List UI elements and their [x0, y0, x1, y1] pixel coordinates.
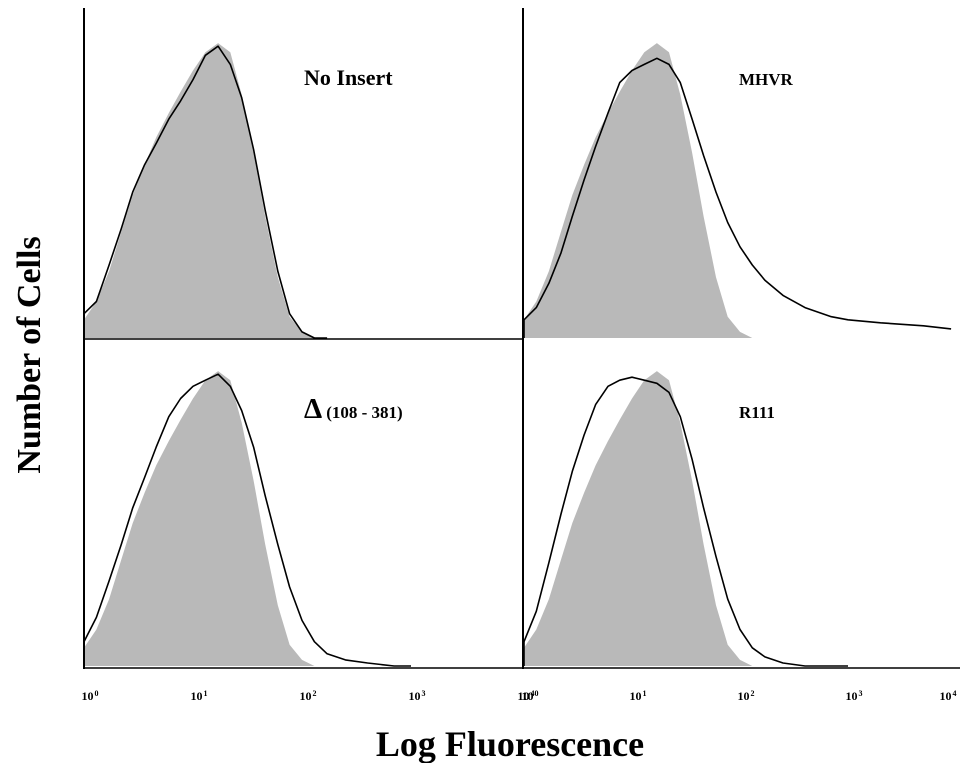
x-tick-exponent: 4 [953, 689, 957, 698]
x-tick-exponent: 3 [859, 689, 863, 698]
histogram-panel: Δ (108 - 381) [83, 371, 411, 667]
x-tick-exponent: 1 [204, 689, 208, 698]
x-tick-label: 101 [191, 689, 208, 703]
x-tick-exponent: 2 [751, 689, 755, 698]
delta-symbol: Δ [304, 393, 322, 425]
sample-histogram-line [523, 376, 848, 667]
x-tick-label: 103 [846, 689, 863, 703]
x-tick-label: 100 [82, 689, 99, 703]
x-tick-label: 101 [630, 689, 647, 703]
panel-label: Δ (108 - 381) [304, 393, 403, 425]
sample-histogram-line [83, 45, 328, 339]
histogram-panel: MHVR [523, 43, 952, 338]
x-tick-exponent: 2 [313, 689, 317, 698]
histogram-panel: R111 [523, 371, 848, 667]
x-tick-base: 10 [191, 689, 203, 703]
control-histogram-area [524, 371, 765, 666]
control-histogram-area [524, 43, 765, 338]
histogram-panel: No Insert [83, 43, 393, 339]
x-tick-exponent: 4 [531, 689, 535, 698]
panel-label: No Insert [304, 65, 393, 90]
x-tick-base: 10 [518, 689, 530, 703]
x-tick-exponent: 3 [422, 689, 426, 698]
panel-frame-lines [83, 8, 960, 669]
x-tick-base: 10 [738, 689, 750, 703]
control-histogram-area [84, 43, 328, 338]
x-tick-base: 10 [940, 689, 952, 703]
x-tick-base: 10 [846, 689, 858, 703]
x-tick-exponent: 0 [535, 689, 539, 698]
panels-group: No Insert MHVR Δ (108 - 381) R111 [83, 43, 952, 667]
x-tick-base: 10 [82, 689, 94, 703]
x-tick-label: 102 [738, 689, 755, 703]
y-axis-label: Number of Cells [11, 236, 48, 473]
x-axis-label: Log Fluorescence [376, 724, 644, 763]
x-tick-label: 104 [518, 689, 535, 703]
x-tick-base: 10 [630, 689, 642, 703]
x-tick-exponent: 0 [95, 689, 99, 698]
panel-label-text: (108 - 381) [326, 403, 402, 422]
sample-histogram-line [523, 57, 952, 338]
x-tick-base: 10 [409, 689, 421, 703]
x-tick-exponent: 1 [643, 689, 647, 698]
control-histogram-area [84, 371, 328, 666]
x-tick-base: 10 [522, 689, 534, 703]
sample-histogram-line [83, 373, 411, 667]
x-tick-label: 100 [522, 689, 539, 703]
x-tick-base: 10 [300, 689, 312, 703]
x-tick-label: 102 [300, 689, 317, 703]
panel-label: R111 [739, 403, 775, 422]
panel-label: MHVR [739, 70, 794, 89]
x-tick-label: 104 [940, 689, 957, 703]
x-tick-label: 103 [409, 689, 426, 703]
